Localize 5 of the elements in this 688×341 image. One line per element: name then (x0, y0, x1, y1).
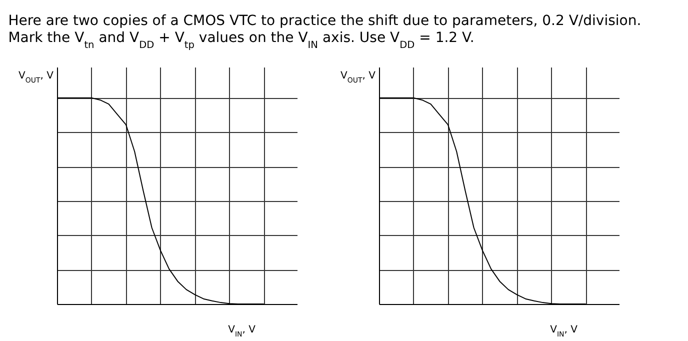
chart-title: Here are two copies of a CMOS VTC to practice the shift due to parameters, 0.2 V/division. Mark the V$_{tn}$ and V$_{DD}$ + V$_{tp}$ values on the V$_{IN}$ axis. Use V$_{DD}$ = 1.2 V. (8, 13, 642, 50)
x-axis-title: V$_{IN}$, V (550, 324, 578, 338)
x-axis-title: V$_{IN}$, V (228, 324, 256, 338)
y-axis-title: V$_{OUT}$, V (18, 70, 54, 84)
y-axis-title: V$_{OUT}$, V (340, 70, 376, 84)
